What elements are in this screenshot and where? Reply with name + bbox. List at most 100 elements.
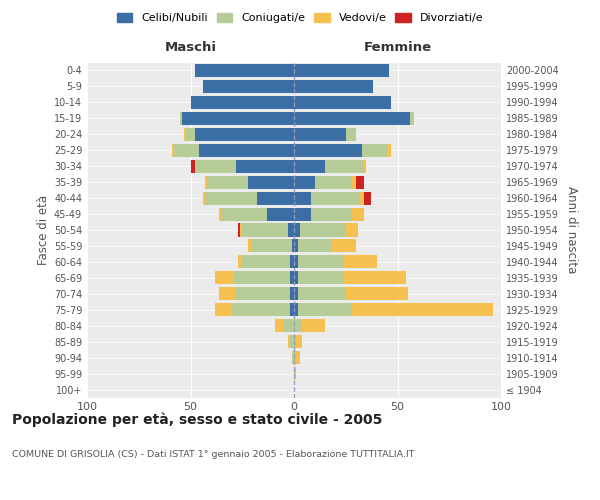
Bar [191,96,294,109]
Bar [187,128,194,141]
Bar [199,144,294,157]
Bar [215,272,234,284]
Bar [294,96,391,109]
Bar [346,288,408,300]
Bar [364,192,371,204]
Bar [251,240,292,252]
Bar [294,192,311,204]
Text: Maschi: Maschi [164,40,217,54]
Bar [242,256,290,268]
Bar [294,272,298,284]
Bar [292,351,294,364]
Bar [184,128,187,141]
Bar [300,224,346,236]
Bar [284,319,294,332]
Bar [220,288,236,300]
Bar [294,176,315,188]
Bar [240,224,242,236]
Bar [311,208,352,220]
Bar [296,351,300,364]
Bar [296,335,302,348]
Bar [298,256,344,268]
Bar [352,176,356,188]
Bar [346,128,356,141]
Bar [290,335,294,348]
Bar [294,224,300,236]
Bar [294,335,296,348]
Bar [387,144,391,157]
Bar [205,176,207,188]
Text: Femmine: Femmine [364,40,431,54]
Bar [364,160,367,172]
Bar [194,160,236,172]
Bar [215,303,232,316]
Bar [294,144,362,157]
Legend: Celibi/Nubili, Coniugati/e, Vedovi/e, Divorziati/e: Celibi/Nubili, Coniugati/e, Vedovi/e, Di… [112,8,488,28]
Bar [238,224,240,236]
Bar [290,288,294,300]
Bar [290,272,294,284]
Bar [294,112,410,125]
Bar [194,64,294,77]
Y-axis label: Fasce di età: Fasce di età [37,195,50,265]
Bar [356,176,364,188]
Bar [248,240,251,252]
Bar [203,192,205,204]
Bar [205,192,257,204]
Bar [294,208,311,220]
Bar [294,64,389,77]
Bar [298,303,352,316]
Bar [294,351,296,364]
Bar [191,160,194,172]
Bar [257,192,294,204]
Bar [346,224,358,236]
Bar [294,303,298,316]
Bar [207,176,248,188]
Bar [172,144,174,157]
Bar [344,256,377,268]
Bar [232,303,290,316]
Bar [180,112,182,125]
Bar [294,319,302,332]
Bar [203,80,294,93]
Bar [238,256,242,268]
Bar [292,240,294,252]
Bar [311,192,360,204]
Text: Popolazione per età, sesso e stato civile - 2005: Popolazione per età, sesso e stato civil… [12,412,382,427]
Bar [410,112,414,125]
Bar [236,160,294,172]
Bar [360,192,364,204]
Bar [294,240,298,252]
Bar [298,240,331,252]
Bar [288,224,294,236]
Bar [352,208,364,220]
Bar [294,288,298,300]
Bar [267,208,294,220]
Bar [315,176,352,188]
Bar [362,144,387,157]
Text: COMUNE DI GRISOLIA (CS) - Dati ISTAT 1° gennaio 2005 - Elaborazione TUTTITALIA.I: COMUNE DI GRISOLIA (CS) - Dati ISTAT 1° … [12,450,415,459]
Bar [242,224,288,236]
Bar [275,319,284,332]
Bar [248,176,294,188]
Bar [234,272,290,284]
Bar [298,288,346,300]
Bar [194,128,294,141]
Bar [182,112,294,125]
Bar [220,208,221,220]
Bar [221,208,267,220]
Bar [294,256,298,268]
Y-axis label: Anni di nascita: Anni di nascita [565,186,578,274]
Bar [344,272,406,284]
Bar [294,80,373,93]
Bar [236,288,290,300]
Bar [174,144,199,157]
Bar [294,367,296,380]
Bar [290,256,294,268]
Bar [298,272,344,284]
Bar [288,335,290,348]
Bar [331,240,356,252]
Bar [302,319,325,332]
Bar [290,303,294,316]
Bar [325,160,364,172]
